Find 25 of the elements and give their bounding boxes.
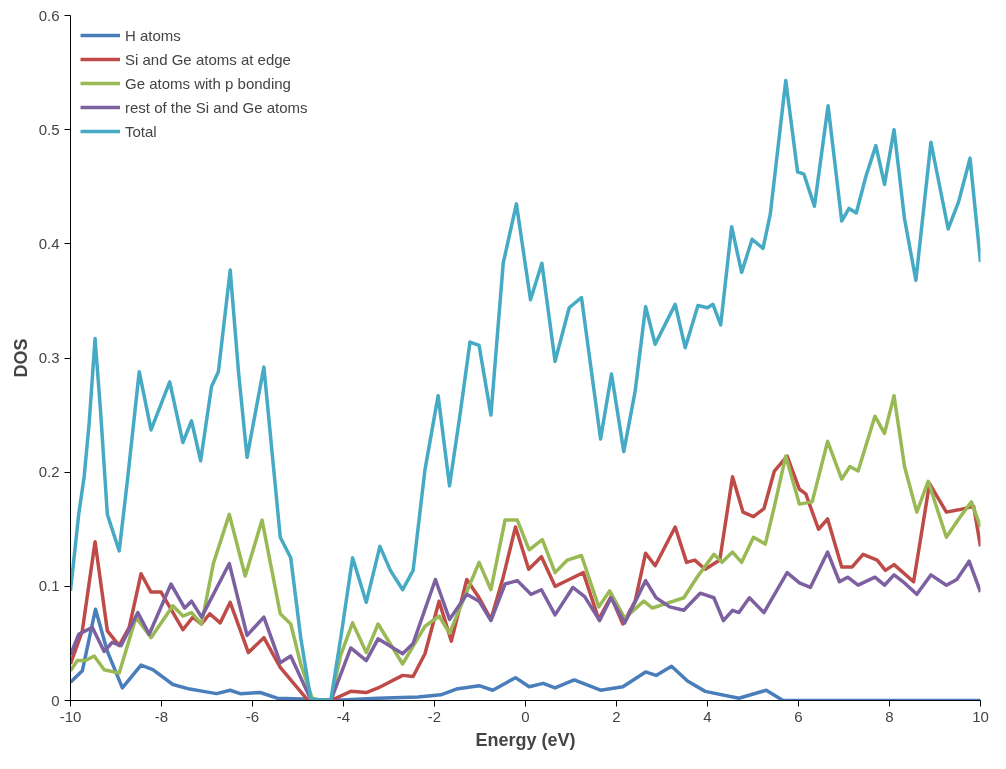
y-tick-label: 0.5 [38,120,60,138]
y-tick-label: 0.2 [38,463,60,481]
y-tick-label: 0.1 [38,577,60,595]
legend-label: rest of the Si and Ge atoms [125,98,308,116]
y-tick-label: 0.4 [38,234,60,252]
x-tick-label: 10 [972,707,989,725]
x-tick-label: 4 [703,707,712,725]
x-tick-label: 0 [521,707,530,725]
legend-label: H atoms [125,26,181,44]
x-tick-label: 2 [612,707,621,725]
y-axis-title: DOS [10,338,31,378]
y-tick-label: 0 [51,691,60,709]
x-tick-label: -4 [336,707,351,725]
x-tick-label: -8 [154,707,169,725]
y-tick-label: 0.6 [38,6,60,24]
x-tick-label: 6 [794,707,803,725]
legend-label: Total [125,122,157,140]
y-tick-label: 0.3 [38,349,60,366]
legend-label: Ge atoms with p bonding [125,74,291,92]
x-tick-label: -10 [59,707,82,725]
x-tick-label: -6 [245,707,260,725]
x-axis-title: Energy (eV) [475,729,576,750]
x-tick-label: 8 [885,707,894,725]
x-tick-label: -2 [427,707,442,725]
legend-label: Si and Ge atoms at edge [125,50,291,68]
